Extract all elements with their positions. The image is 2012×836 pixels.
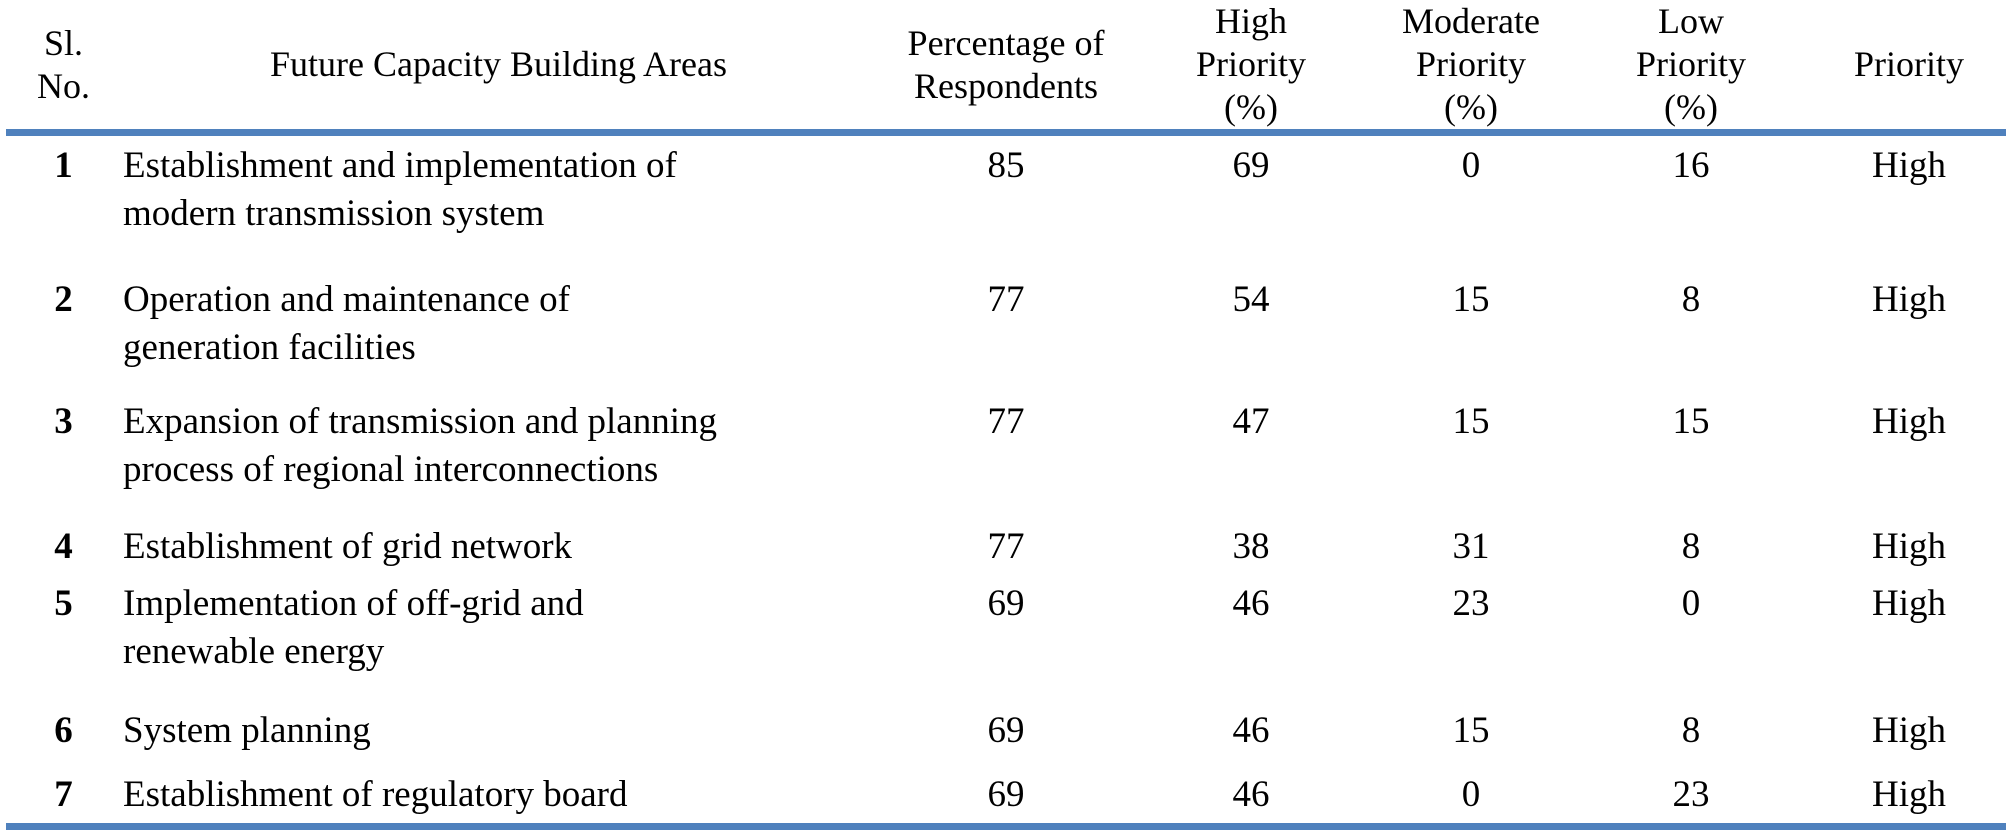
cell-pct: 77 <box>987 526 1025 567</box>
cell-sl-no: 4 <box>54 526 73 567</box>
cell-low: 23 <box>1672 774 1710 815</box>
cell-sl-no: 1 <box>54 145 73 186</box>
cell-area: Implementation of off-grid and renewable… <box>123 583 584 672</box>
table-body: 1 Establishment and implementation of mo… <box>6 136 2006 830</box>
cell-high: 69 <box>1232 145 1270 186</box>
cell-low: 16 <box>1672 145 1710 186</box>
cell-pct: 69 <box>987 710 1025 751</box>
cell-area: Establishment and implementation of mode… <box>123 145 677 234</box>
table-row: 2 Operation and maintenance of generatio… <box>6 270 2006 392</box>
cell-area: Expansion of transmission and planning p… <box>123 401 717 490</box>
cell-sl-no: 2 <box>54 279 73 320</box>
cell-pct: 77 <box>987 401 1025 442</box>
cell-low: 0 <box>1681 583 1701 624</box>
table-row: 3 Expansion of transmission and planning… <box>6 392 2006 517</box>
col-header-pct-respondents: Percentage of Respondents <box>907 22 1105 106</box>
cell-priority: High <box>1872 583 1946 624</box>
cell-sl-no: 3 <box>54 401 73 442</box>
cell-moderate: 15 <box>1452 401 1490 442</box>
table-row: 6 System planning 69 46 15 8 High <box>6 701 2006 765</box>
cell-priority: High <box>1872 526 1946 567</box>
cell-low: 8 <box>1681 526 1701 567</box>
table-row: 5 Implementation of off-grid and renewab… <box>6 574 2006 701</box>
cell-high: 46 <box>1232 583 1270 624</box>
cell-priority: High <box>1872 401 1946 442</box>
cell-area: System planning <box>123 710 371 751</box>
cell-high: 47 <box>1232 401 1270 442</box>
cell-moderate: 23 <box>1452 583 1490 624</box>
cell-high: 46 <box>1232 774 1270 815</box>
cell-moderate: 31 <box>1452 526 1490 567</box>
cell-high: 46 <box>1232 710 1270 751</box>
cell-area: Establishment of regulatory board <box>123 774 628 815</box>
col-header-capacity-areas: Future Capacity Building Areas <box>270 44 727 84</box>
capacity-building-table: Sl. No. Future Capacity Building Areas P… <box>6 0 2006 830</box>
cell-high: 54 <box>1232 279 1270 320</box>
table-header-row: Sl. No. Future Capacity Building Areas P… <box>6 0 2006 136</box>
col-header-low-priority: Low Priority (%) <box>1635 1 1746 127</box>
cell-moderate: 0 <box>1461 145 1481 186</box>
cell-moderate: 15 <box>1452 710 1490 751</box>
cell-low: 15 <box>1672 401 1710 442</box>
cell-priority: High <box>1872 145 1946 186</box>
cell-sl-no: 7 <box>54 774 73 815</box>
cell-moderate: 15 <box>1452 279 1490 320</box>
table-row: 7 Establishment of regulatory board 69 4… <box>6 765 2006 823</box>
cell-priority: High <box>1872 710 1946 751</box>
cell-high: 38 <box>1232 526 1270 567</box>
table-row: 1 Establishment and implementation of mo… <box>6 136 2006 270</box>
col-header-sl-no: Sl. No. <box>37 22 90 106</box>
cell-low: 8 <box>1681 279 1701 320</box>
cell-sl-no: 6 <box>54 710 73 751</box>
col-header-priority: Priority <box>1853 44 1964 84</box>
col-header-high-priority: High Priority (%) <box>1195 1 1306 127</box>
table-row: 4 Establishment of grid network 77 38 31… <box>6 517 2006 574</box>
cell-pct: 69 <box>987 774 1025 815</box>
cell-low: 8 <box>1681 710 1701 751</box>
cell-pct: 69 <box>987 583 1025 624</box>
cell-pct: 85 <box>987 145 1025 186</box>
cell-sl-no: 5 <box>54 583 73 624</box>
cell-pct: 77 <box>987 279 1025 320</box>
cell-moderate: 0 <box>1461 774 1481 815</box>
col-header-moderate-priority: Moderate Priority (%) <box>1402 1 1540 127</box>
cell-priority: High <box>1872 774 1946 815</box>
cell-area: Establishment of grid network <box>123 526 573 567</box>
cell-area: Operation and maintenance of generation … <box>123 279 570 368</box>
cell-priority: High <box>1872 279 1946 320</box>
